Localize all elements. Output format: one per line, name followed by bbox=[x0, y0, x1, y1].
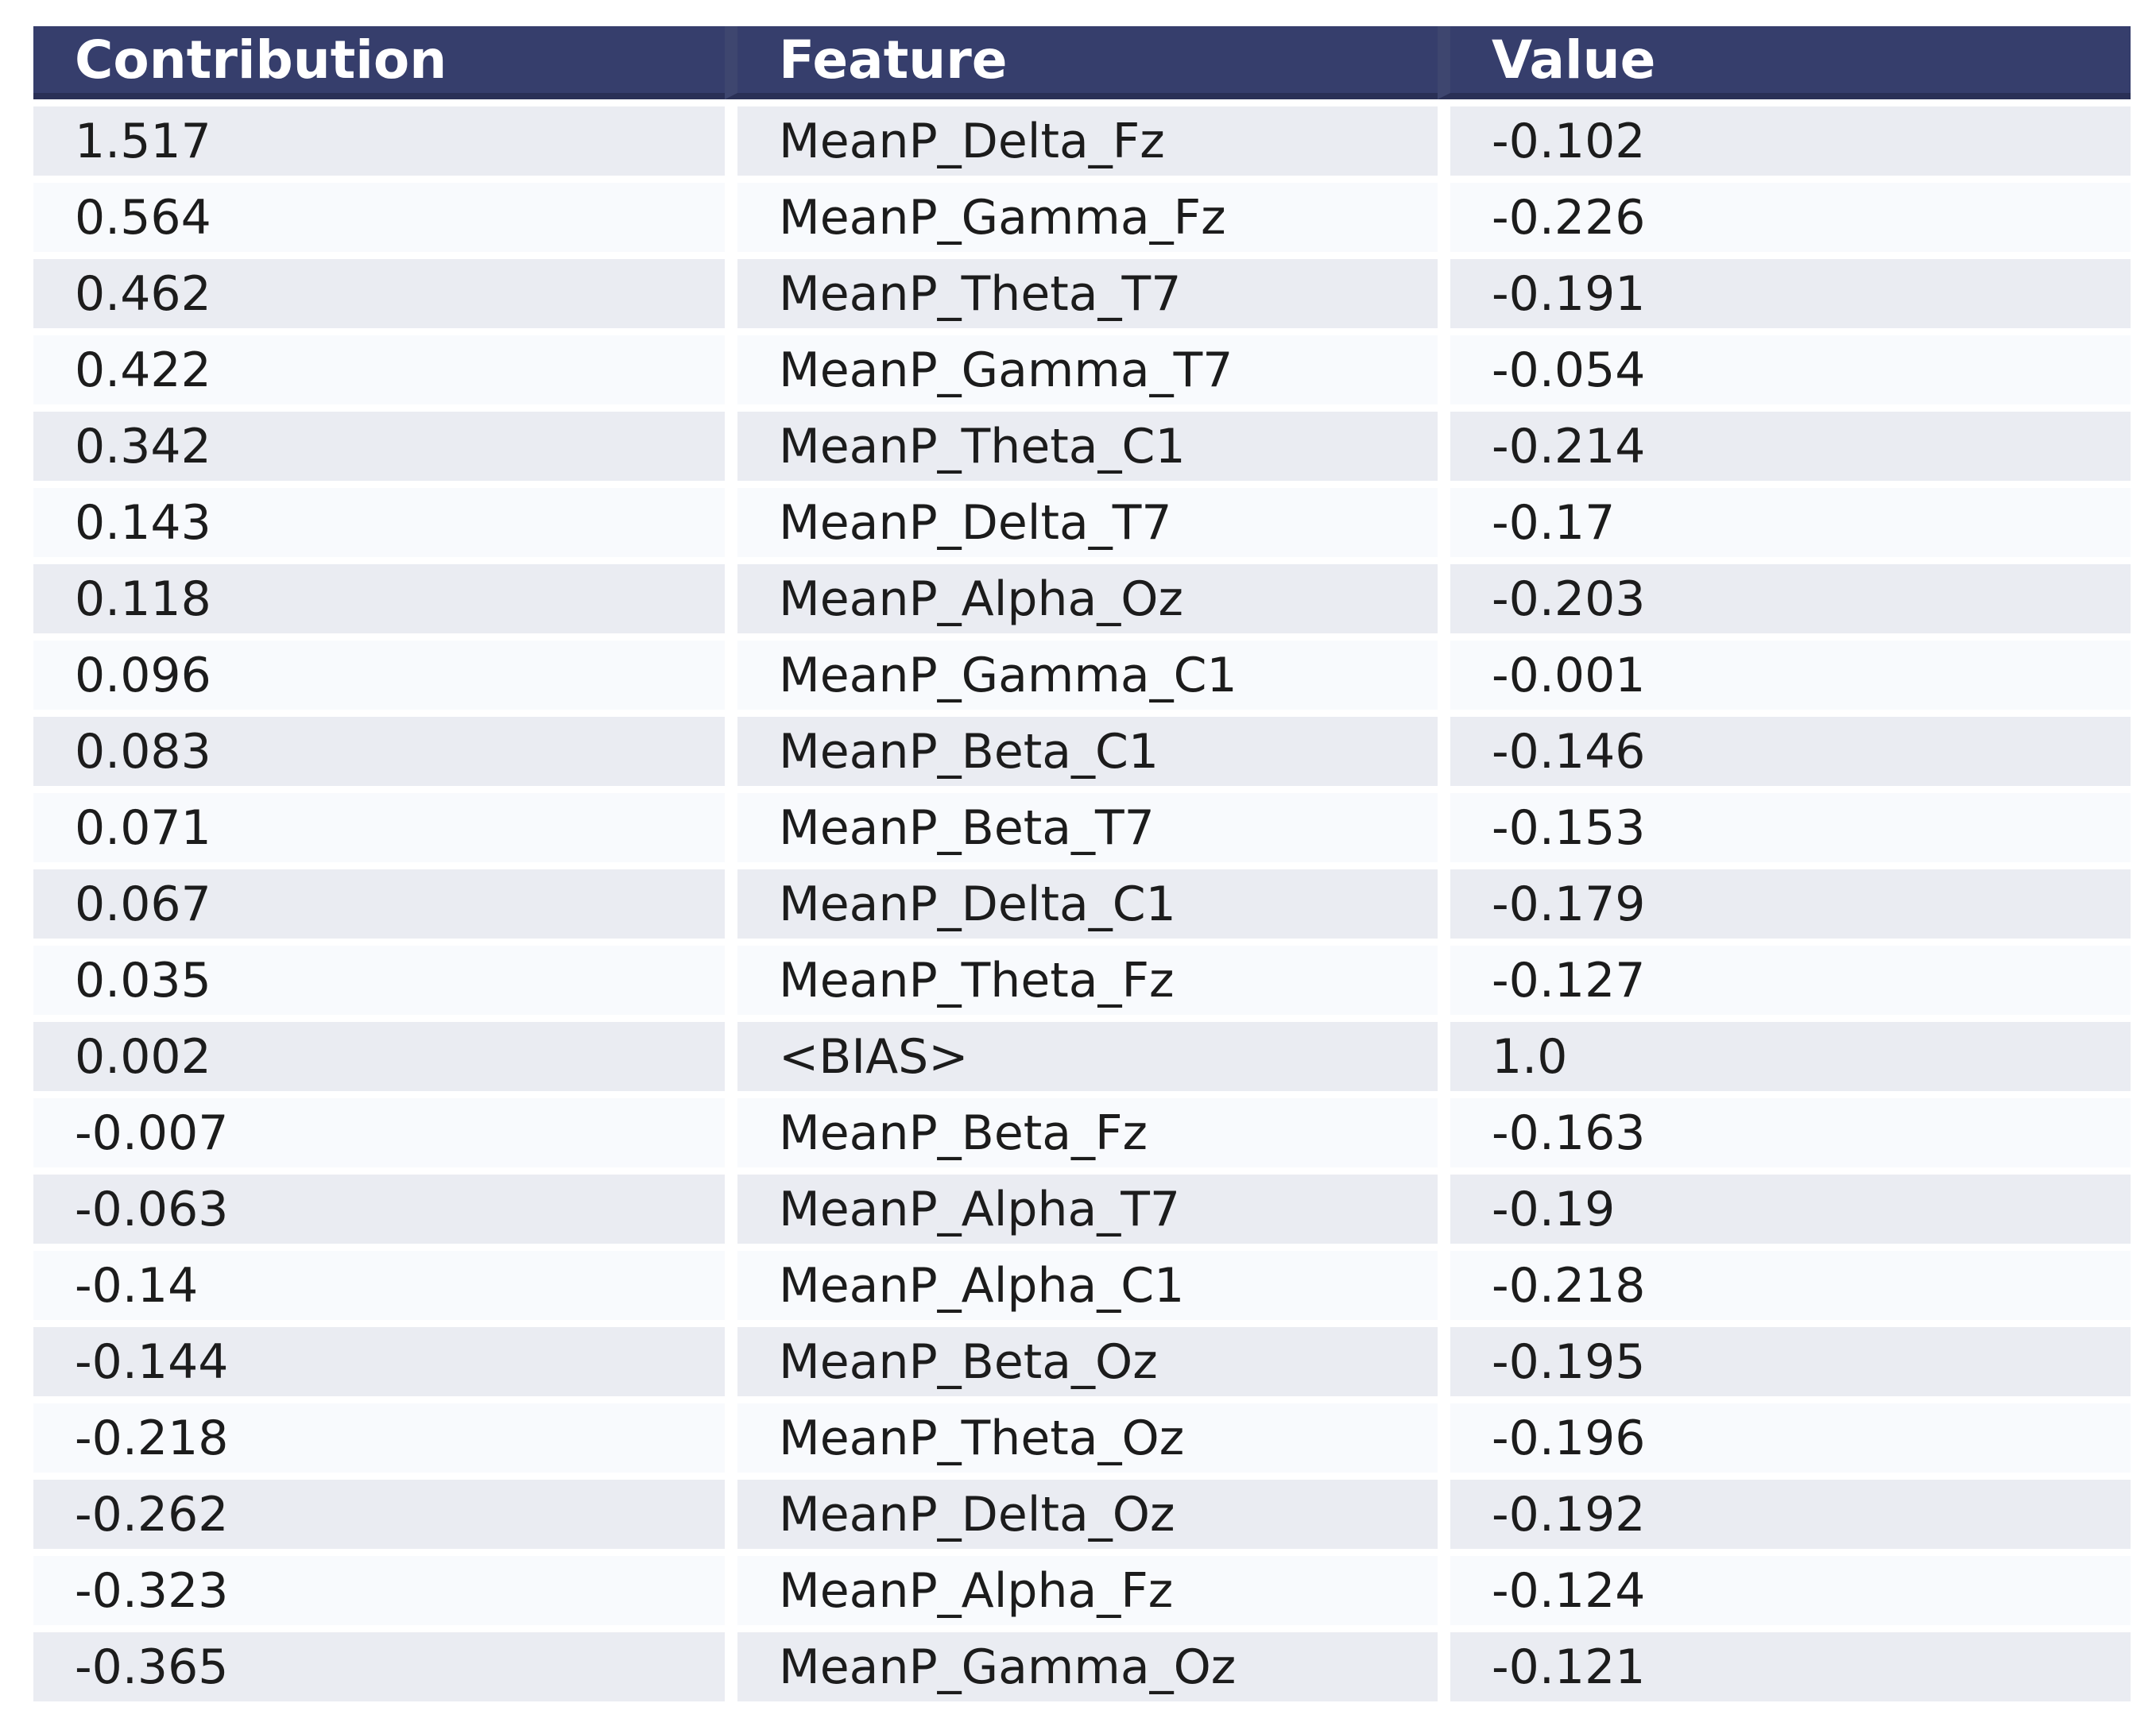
value-cell: -0.203 bbox=[1438, 557, 2131, 633]
feature-cell: MeanP_Delta_C1 bbox=[725, 862, 1438, 939]
feature-cell: MeanP_Beta_T7 bbox=[725, 786, 1438, 862]
header-row: Contribution Feature Value bbox=[33, 26, 2131, 99]
contribution-cell: -0.365 bbox=[33, 1625, 725, 1701]
contribution-cell: 0.083 bbox=[33, 710, 725, 786]
value-cell: -0.19 bbox=[1438, 1167, 2131, 1244]
value-cell: -0.146 bbox=[1438, 710, 2131, 786]
feature-cell: MeanP_Delta_Fz bbox=[725, 99, 1438, 176]
value-cell: -0.191 bbox=[1438, 252, 2131, 328]
table-row: 0.342 MeanP_Theta_C1 -0.214 bbox=[33, 404, 2131, 481]
feature-cell: MeanP_Beta_Oz bbox=[725, 1320, 1438, 1396]
table-row: 0.071 MeanP_Beta_T7 -0.153 bbox=[33, 786, 2131, 862]
value-cell: -0.214 bbox=[1438, 404, 2131, 481]
table-row: 0.118 MeanP_Alpha_Oz -0.203 bbox=[33, 557, 2131, 633]
table-row: -0.14 MeanP_Alpha_C1 -0.218 bbox=[33, 1244, 2131, 1320]
table-row: 1.517 MeanP_Delta_Fz -0.102 bbox=[33, 99, 2131, 176]
value-cell: -0.102 bbox=[1438, 99, 2131, 176]
feature-cell: MeanP_Gamma_C1 bbox=[725, 633, 1438, 710]
feature-cell: MeanP_Theta_C1 bbox=[725, 404, 1438, 481]
value-cell: -0.163 bbox=[1438, 1091, 2131, 1167]
value-cell: 1.0 bbox=[1438, 1015, 2131, 1091]
contribution-cell: -0.218 bbox=[33, 1396, 725, 1473]
contribution-cell: 0.143 bbox=[33, 481, 725, 557]
feature-cell: MeanP_Alpha_Fz bbox=[725, 1549, 1438, 1625]
contribution-table: Contribution Feature Value 1.517 MeanP_De… bbox=[33, 26, 2131, 1701]
contribution-cell: 0.035 bbox=[33, 939, 725, 1015]
table-row: 0.067 MeanP_Delta_C1 -0.179 bbox=[33, 862, 2131, 939]
contribution-cell: 0.071 bbox=[33, 786, 725, 862]
value-cell: -0.218 bbox=[1438, 1244, 2131, 1320]
contribution-cell: 0.462 bbox=[33, 252, 725, 328]
feature-cell: MeanP_Delta_T7 bbox=[725, 481, 1438, 557]
table-row: 0.096 MeanP_Gamma_C1 -0.001 bbox=[33, 633, 2131, 710]
value-cell: -0.179 bbox=[1438, 862, 2131, 939]
value-cell: -0.054 bbox=[1438, 328, 2131, 404]
header-contribution: Contribution bbox=[33, 26, 725, 99]
value-cell: -0.124 bbox=[1438, 1549, 2131, 1625]
feature-cell: MeanP_Gamma_Fz bbox=[725, 176, 1438, 252]
table-header: Contribution Feature Value bbox=[33, 26, 2131, 99]
contribution-cell: -0.14 bbox=[33, 1244, 725, 1320]
contribution-cell: -0.262 bbox=[33, 1473, 725, 1549]
contribution-cell: -0.144 bbox=[33, 1320, 725, 1396]
feature-cell: MeanP_Delta_Oz bbox=[725, 1473, 1438, 1549]
value-cell: -0.121 bbox=[1438, 1625, 2131, 1701]
value-cell: -0.195 bbox=[1438, 1320, 2131, 1396]
value-cell: -0.127 bbox=[1438, 939, 2131, 1015]
value-cell: -0.192 bbox=[1438, 1473, 2131, 1549]
header-feature: Feature bbox=[725, 26, 1438, 99]
value-cell: -0.17 bbox=[1438, 481, 2131, 557]
table-row: -0.262 MeanP_Delta_Oz -0.192 bbox=[33, 1473, 2131, 1549]
table-row: 0.462 MeanP_Theta_T7 -0.191 bbox=[33, 252, 2131, 328]
contribution-cell: 0.002 bbox=[33, 1015, 725, 1091]
table-row: -0.144 MeanP_Beta_Oz -0.195 bbox=[33, 1320, 2131, 1396]
table-row: -0.323 MeanP_Alpha_Fz -0.124 bbox=[33, 1549, 2131, 1625]
feature-cell: MeanP_Gamma_T7 bbox=[725, 328, 1438, 404]
header-value: Value bbox=[1438, 26, 2131, 99]
contribution-cell: 0.096 bbox=[33, 633, 725, 710]
feature-cell: <BIAS> bbox=[725, 1015, 1438, 1091]
table-row: 0.002 <BIAS> 1.0 bbox=[33, 1015, 2131, 1091]
table-row: 0.083 MeanP_Beta_C1 -0.146 bbox=[33, 710, 2131, 786]
contribution-cell: 1.517 bbox=[33, 99, 725, 176]
value-cell: -0.226 bbox=[1438, 176, 2131, 252]
contribution-cell: 0.342 bbox=[33, 404, 725, 481]
contribution-cell: 0.422 bbox=[33, 328, 725, 404]
feature-cell: MeanP_Theta_Fz bbox=[725, 939, 1438, 1015]
table-row: 0.035 MeanP_Theta_Fz -0.127 bbox=[33, 939, 2131, 1015]
table-row: -0.063 MeanP_Alpha_T7 -0.19 bbox=[33, 1167, 2131, 1244]
feature-cell: MeanP_Alpha_T7 bbox=[725, 1167, 1438, 1244]
table-row: -0.218 MeanP_Theta_Oz -0.196 bbox=[33, 1396, 2131, 1473]
feature-cell: MeanP_Gamma_Oz bbox=[725, 1625, 1438, 1701]
table-row: -0.007 MeanP_Beta_Fz -0.163 bbox=[33, 1091, 2131, 1167]
value-cell: -0.001 bbox=[1438, 633, 2131, 710]
value-cell: -0.196 bbox=[1438, 1396, 2131, 1473]
feature-cell: MeanP_Beta_C1 bbox=[725, 710, 1438, 786]
table-row: 0.422 MeanP_Gamma_T7 -0.054 bbox=[33, 328, 2131, 404]
contribution-cell: -0.063 bbox=[33, 1167, 725, 1244]
value-cell: -0.153 bbox=[1438, 786, 2131, 862]
table-row: 0.564 MeanP_Gamma_Fz -0.226 bbox=[33, 176, 2131, 252]
table-row: -0.365 MeanP_Gamma_Oz -0.121 bbox=[33, 1625, 2131, 1701]
feature-cell: MeanP_Alpha_Oz bbox=[725, 557, 1438, 633]
contribution-cell: 0.118 bbox=[33, 557, 725, 633]
table-row: 0.143 MeanP_Delta_T7 -0.17 bbox=[33, 481, 2131, 557]
feature-cell: MeanP_Theta_Oz bbox=[725, 1396, 1438, 1473]
contribution-cell: 0.067 bbox=[33, 862, 725, 939]
contribution-cell: -0.007 bbox=[33, 1091, 725, 1167]
feature-cell: MeanP_Theta_T7 bbox=[725, 252, 1438, 328]
table-body: 1.517 MeanP_Delta_Fz -0.102 0.564 MeanP_Gamm… bbox=[33, 99, 2131, 1701]
feature-cell: MeanP_Beta_Fz bbox=[725, 1091, 1438, 1167]
contribution-cell: 0.564 bbox=[33, 176, 725, 252]
feature-cell: MeanP_Alpha_C1 bbox=[725, 1244, 1438, 1320]
contribution-cell: -0.323 bbox=[33, 1549, 725, 1625]
